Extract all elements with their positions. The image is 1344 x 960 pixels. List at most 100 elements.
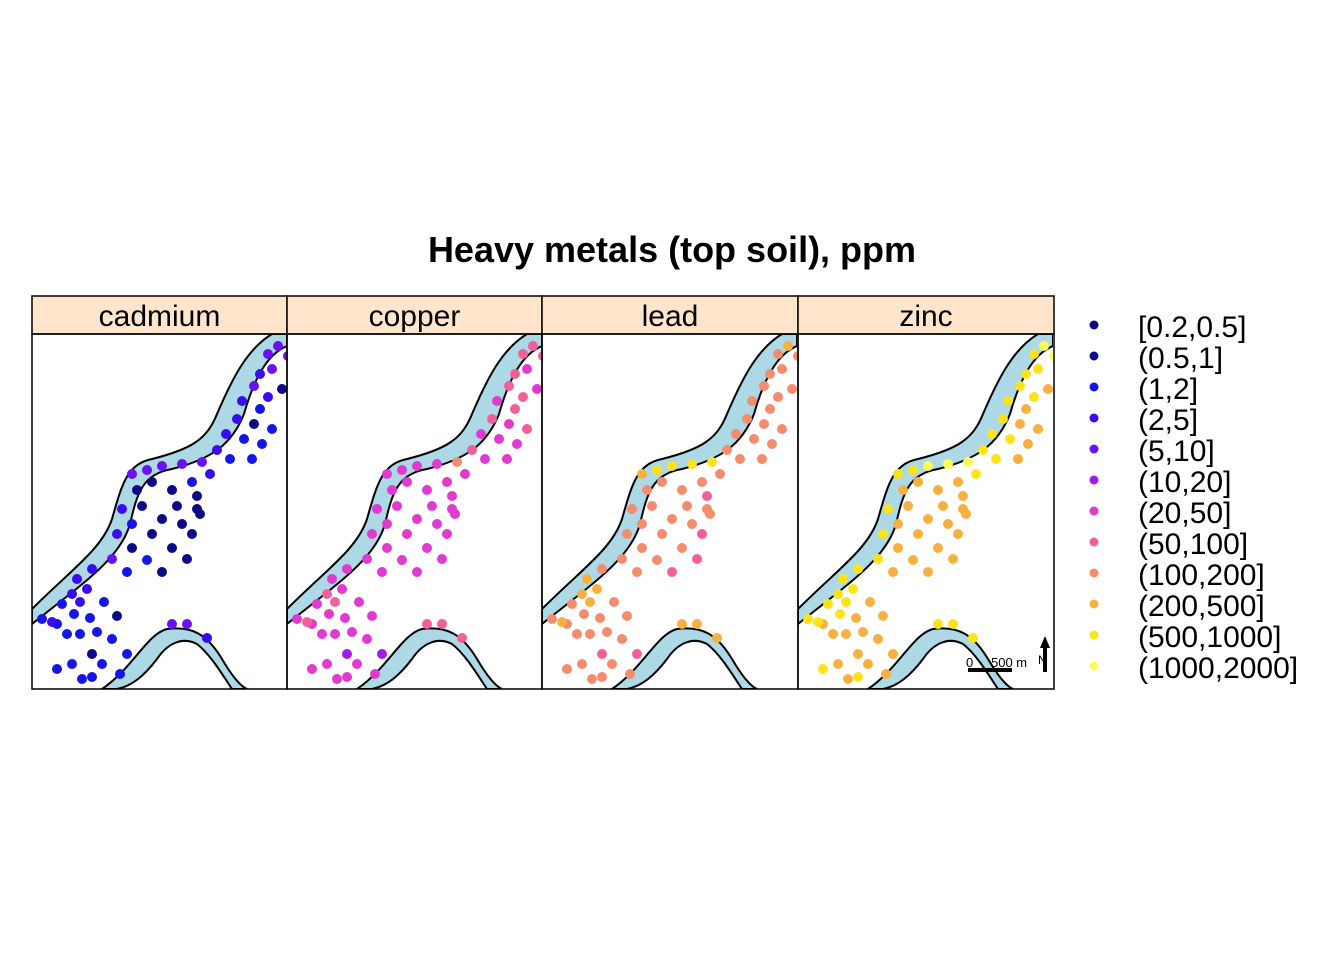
sample-point: [582, 574, 592, 584]
sample-point: [182, 554, 192, 564]
sample-point: [324, 609, 334, 619]
sample-point: [277, 384, 287, 394]
sample-point: [833, 659, 843, 669]
sample-point: [205, 469, 215, 479]
sample-point: [412, 514, 422, 524]
sample-point: [187, 477, 197, 487]
sample-point: [117, 504, 127, 514]
sample-point: [273, 341, 283, 351]
sample-point: [823, 599, 833, 609]
sample-point: [457, 633, 467, 643]
sample-point: [597, 649, 607, 659]
sample-point: [687, 459, 697, 469]
sample-point: [998, 414, 1008, 424]
map-area-copper: [286, 333, 543, 690]
legend-marker: [1089, 444, 1099, 454]
sample-point: [835, 609, 845, 619]
sample-point: [332, 674, 342, 684]
sample-point: [667, 514, 677, 524]
sample-point: [667, 461, 677, 471]
sample-point: [793, 351, 797, 361]
sample-point: [518, 392, 528, 402]
sample-point: [637, 469, 647, 479]
sample-point: [504, 419, 514, 429]
sample-point: [987, 429, 997, 439]
legend-label: (5,10]: [1138, 435, 1215, 468]
legend-label: (10,20]: [1138, 466, 1231, 499]
sample-point: [765, 404, 775, 414]
sample-point: [1043, 384, 1053, 394]
sample-point: [742, 414, 752, 424]
sample-point: [933, 619, 943, 629]
sample-point: [69, 609, 79, 619]
north-arrow-icon: N: [1038, 636, 1050, 672]
sample-point: [52, 664, 62, 674]
sample-point: [597, 564, 607, 574]
sample-point: [622, 611, 632, 621]
sample-point: [547, 614, 557, 624]
sample-point: [843, 674, 853, 684]
sample-point: [127, 519, 137, 529]
sample-point: [492, 396, 502, 406]
legend-label: (200,500]: [1138, 590, 1265, 623]
legend-label: (1000,2000]: [1138, 652, 1298, 685]
sample-point: [617, 554, 627, 564]
sample-point: [943, 519, 953, 529]
river-meuse: [287, 334, 542, 626]
sample-point: [85, 613, 95, 623]
sample-point: [167, 485, 177, 495]
sample-point: [585, 629, 595, 639]
sample-point: [712, 633, 722, 643]
sample-point: [82, 584, 92, 594]
sample-point: [702, 491, 712, 501]
legend-label: (50,100]: [1138, 528, 1248, 561]
sample-point: [913, 529, 923, 539]
sample-point: [908, 465, 918, 475]
sample-point: [362, 634, 372, 644]
sample-point: [1015, 419, 1025, 429]
strip-label-lead: lead: [642, 300, 699, 333]
sample-point: [302, 617, 312, 627]
sample-point: [510, 369, 520, 379]
sample-point: [257, 439, 267, 449]
sample-point: [237, 396, 247, 406]
sample-point: [587, 674, 597, 684]
sample-point: [367, 529, 377, 539]
sample-point: [283, 351, 287, 361]
sample-point: [157, 461, 167, 471]
sample-point: [1005, 434, 1015, 444]
sample-point: [923, 514, 933, 524]
sample-point: [759, 381, 769, 391]
sample-point: [255, 404, 265, 414]
sample-point: [510, 404, 520, 414]
sample-point: [397, 555, 407, 565]
sample-point: [961, 509, 971, 519]
sample-point: [263, 349, 273, 359]
sample-point: [963, 457, 973, 467]
sample-point: [263, 392, 273, 402]
sample-point: [522, 424, 532, 434]
sample-point: [625, 669, 635, 679]
sample-point: [460, 469, 470, 479]
sample-point: [958, 491, 968, 501]
scale-start-label: 0: [966, 655, 973, 670]
sample-point: [195, 509, 205, 519]
sample-point: [397, 465, 407, 475]
sample-point: [851, 613, 861, 623]
sample-point: [412, 567, 422, 577]
sample-point: [787, 384, 797, 394]
sample-point: [97, 659, 107, 669]
strip-label-cadmium: cadmium: [99, 300, 221, 333]
sample-point: [609, 597, 619, 607]
sample-point: [532, 384, 542, 394]
sample-point: [878, 611, 888, 621]
sample-point: [948, 619, 958, 629]
sample-point: [402, 529, 412, 539]
sample-point: [47, 617, 57, 627]
sample-point: [502, 454, 512, 464]
sample-point: [858, 627, 868, 637]
sample-point: [362, 554, 372, 564]
sample-point: [853, 672, 863, 682]
sample-point: [342, 649, 352, 659]
sample-point: [221, 429, 231, 439]
